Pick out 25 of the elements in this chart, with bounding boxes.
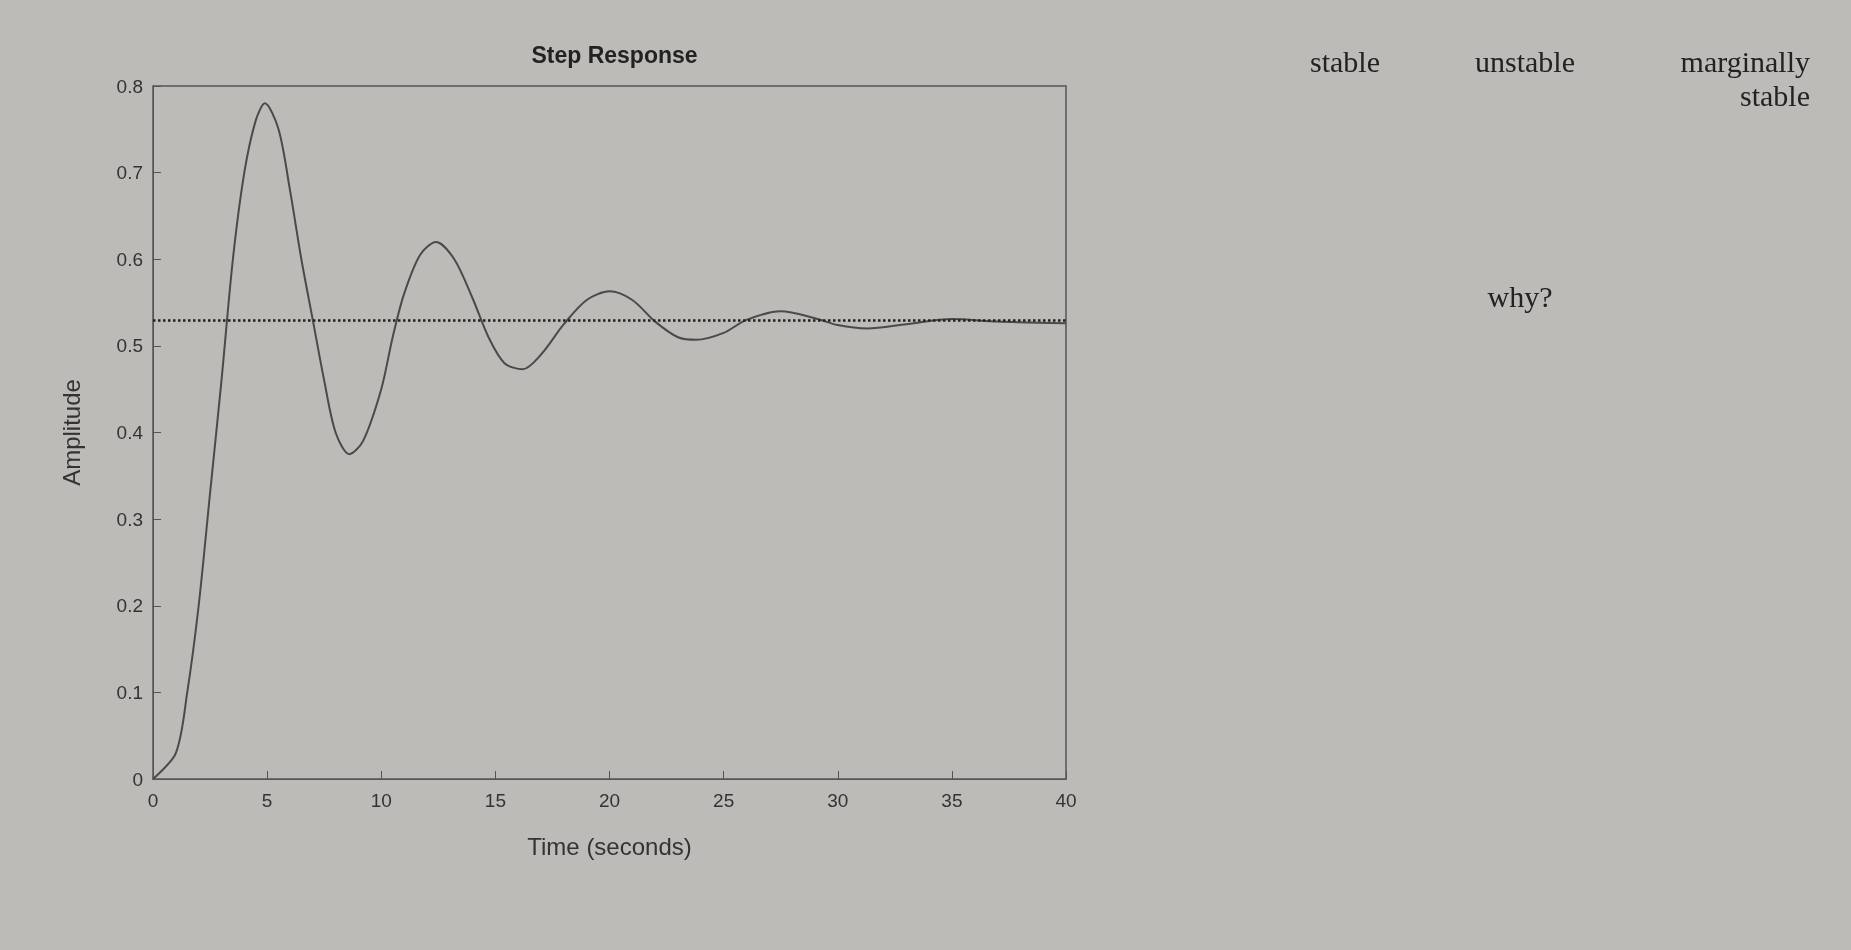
y-tick-label: 0.8 [116, 75, 143, 97]
x-tick-label: 35 [941, 790, 963, 811]
y-tick-label: 0.1 [116, 681, 143, 703]
x-tick-label: 5 [261, 790, 273, 811]
text: unstable [1474, 45, 1576, 79]
x-tick-label: 40 [1055, 790, 1077, 811]
x-axis-title: Time (seconds) [527, 832, 692, 860]
chart-title: Step Response [531, 41, 698, 68]
text: marginally stable [1679, 45, 1810, 113]
x-tick-label: 30 [827, 790, 849, 811]
x-tick-label: 20 [598, 790, 621, 811]
text: stable [1309, 45, 1381, 79]
y-tick-label: 0 [132, 768, 143, 790]
y-tick-label: 0.7 [116, 162, 143, 184]
y-tick-label: 0.6 [116, 248, 143, 270]
y-tick-label: 0.3 [116, 508, 143, 530]
y-axis-title: Amplitude [57, 379, 85, 486]
text: why? [1486, 280, 1554, 314]
x-tick-label: 10 [370, 790, 392, 811]
y-tick-label: 0.5 [116, 335, 143, 357]
y-tick-label: 0.2 [116, 595, 143, 617]
x-tick-label: 15 [484, 790, 506, 811]
x-tick-label: 0 [147, 790, 159, 811]
x-tick-label: 25 [713, 790, 735, 811]
y-tick-label: 0.4 [116, 422, 144, 443]
